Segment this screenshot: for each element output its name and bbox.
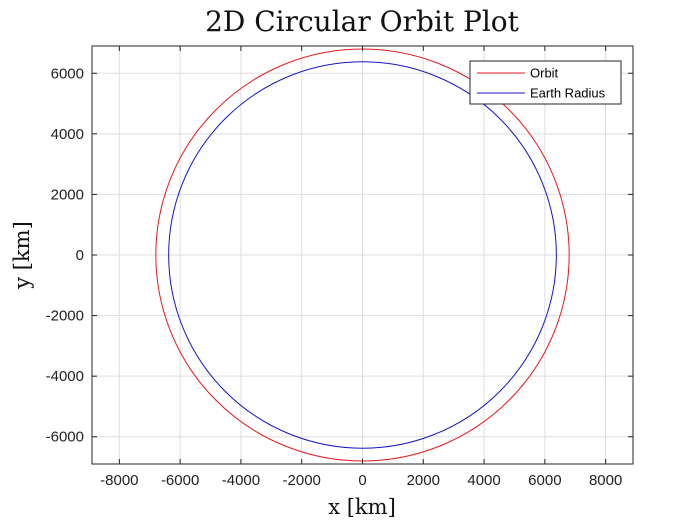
x-tick-label: 6000 — [528, 472, 561, 489]
chart-title: 2D Circular Orbit Plot — [205, 5, 520, 38]
legend: Orbit Earth Radius — [469, 60, 622, 105]
y-tick-label: 6000 — [51, 65, 84, 82]
x-tick-label: -4000 — [222, 472, 260, 489]
y-tick-label: -2000 — [46, 308, 84, 325]
x-tick-label: -6000 — [161, 472, 199, 489]
x-tick-label: -2000 — [283, 472, 321, 489]
x-axis-label: x [km] — [328, 495, 396, 519]
y-tick-label: -4000 — [46, 368, 84, 385]
x-tick-label: 8000 — [589, 472, 622, 489]
legend-box — [469, 60, 622, 105]
y-axis-label: y [km] — [10, 221, 34, 290]
y-tick-label: 2000 — [51, 186, 84, 203]
grid-lines — [92, 46, 633, 464]
y-tick-label: -6000 — [46, 429, 84, 446]
axis-ticks: -8000 -6000 -4000 -2000 0 2000 4000 6000 8000 -60… — [46, 46, 633, 489]
x-tick-label: -8000 — [100, 472, 138, 489]
legend-orbit-label: Orbit — [530, 66, 559, 81]
legend-earth-radius-label: Earth Radius — [530, 86, 606, 101]
earth-radius-circle — [168, 61, 557, 449]
y-tick-label: 4000 — [51, 126, 84, 143]
y-tick-label: 0 — [76, 247, 84, 264]
x-tick-label: 2000 — [407, 472, 440, 489]
x-tick-label: 4000 — [467, 472, 500, 489]
x-tick-label: 0 — [358, 472, 366, 489]
